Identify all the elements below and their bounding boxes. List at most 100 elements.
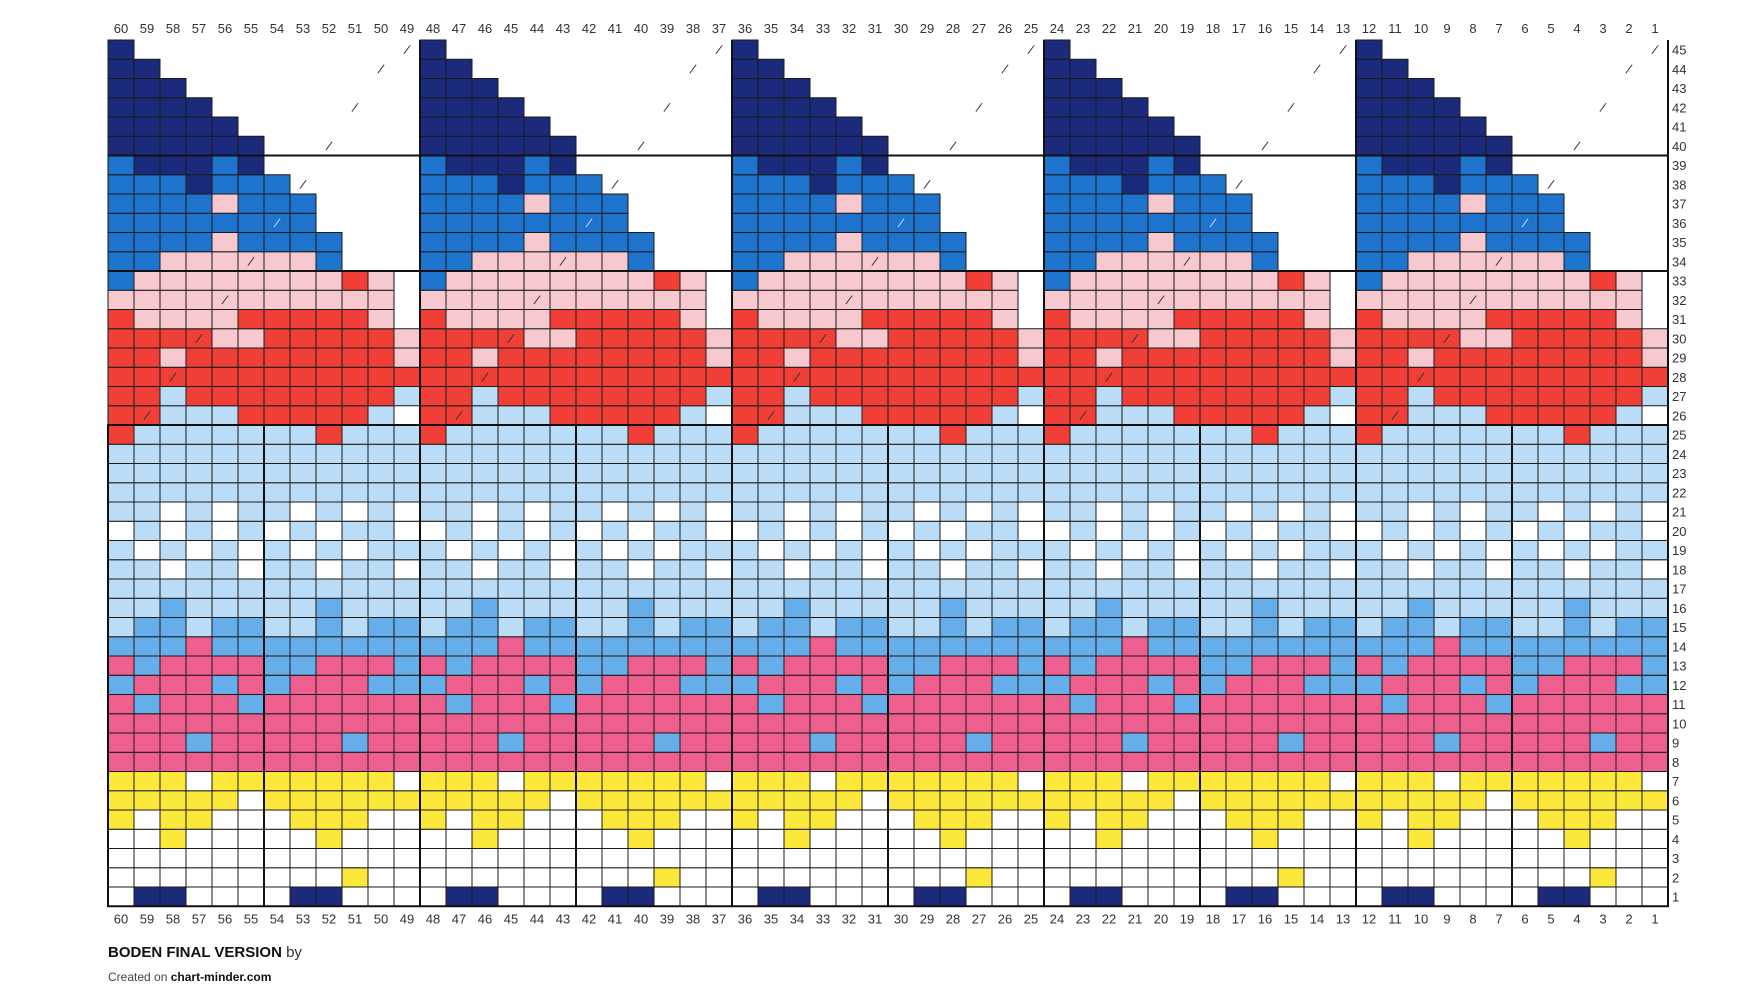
stitch-cell <box>809 771 837 792</box>
stitch-cell <box>1069 251 1097 272</box>
column-number: 58 <box>166 911 180 926</box>
stitch-cell <box>1641 886 1669 907</box>
row-number: 44 <box>1672 62 1686 77</box>
stitch-cell <box>107 790 135 811</box>
stitch-cell <box>1381 289 1409 310</box>
stitch-cell <box>575 617 603 638</box>
stitch-cell <box>653 751 681 772</box>
stitch-cell <box>133 366 161 387</box>
stitch-cell <box>679 732 707 753</box>
stitch-cell <box>1069 694 1097 715</box>
stitch-cell <box>939 289 967 310</box>
stitch-cell <box>1355 443 1383 464</box>
stitch-cell <box>445 116 473 137</box>
column-number: 31 <box>868 911 882 926</box>
stitch-cell <box>1121 424 1149 445</box>
column-number: 13 <box>1336 911 1350 926</box>
stitch-cell <box>1199 463 1227 484</box>
stitch-cell <box>263 790 291 811</box>
stitch-cell <box>1329 655 1357 676</box>
stitch-cell <box>1147 520 1175 541</box>
stitch-cell <box>1173 135 1201 156</box>
stitch-cell <box>1043 809 1071 830</box>
stitch-cell <box>1511 482 1539 503</box>
stitch-cell <box>133 501 161 522</box>
stitch-cell <box>1095 501 1123 522</box>
stitch-cell <box>419 482 447 503</box>
stitch-cell <box>1069 617 1097 638</box>
stitch-cell <box>185 501 213 522</box>
stitch-cell <box>159 328 187 349</box>
stitch-cell <box>237 386 265 407</box>
stitch-cell <box>1329 597 1357 618</box>
stitch-cell <box>913 482 941 503</box>
stitch-cell <box>1095 848 1123 869</box>
stitch-cell <box>445 193 473 214</box>
stitch-cell <box>1485 713 1513 734</box>
stitch-cell <box>1017 424 1045 445</box>
stitch-cell <box>1277 559 1305 580</box>
decrease-mark <box>1235 179 1243 189</box>
stitch-cell <box>1511 328 1539 349</box>
stitch-cell <box>549 347 577 368</box>
stitch-cell <box>1173 347 1201 368</box>
stitch-cell <box>1329 694 1357 715</box>
stitch-cell <box>1329 424 1357 445</box>
stitch-cell <box>1095 443 1123 464</box>
stitch-cell <box>705 771 733 792</box>
stitch-cell <box>1095 540 1123 561</box>
stitch-cell <box>419 232 447 253</box>
stitch-cell <box>1147 501 1175 522</box>
column-number: 52 <box>322 911 336 926</box>
stitch-cell <box>575 193 603 214</box>
stitch-cell <box>861 867 889 888</box>
stitch-cell <box>211 463 239 484</box>
stitch-cell <box>263 424 291 445</box>
stitch-cell <box>1069 751 1097 772</box>
column-number: 51 <box>348 21 362 36</box>
stitch-cell <box>1069 809 1097 830</box>
stitch-cell <box>445 886 473 907</box>
stitch-cell <box>185 347 213 368</box>
decrease-mark <box>247 256 255 266</box>
stitch-cell <box>1277 694 1305 715</box>
decrease-mark <box>1391 410 1399 420</box>
stitch-cell <box>393 463 421 484</box>
stitch-cell <box>1121 97 1149 118</box>
stitch-cell <box>237 347 265 368</box>
stitch-cell <box>627 405 655 426</box>
column-number: 11 <box>1388 21 1402 36</box>
stitch-cell <box>1355 809 1383 830</box>
stitch-cell <box>575 886 603 907</box>
stitch-cell <box>159 212 187 233</box>
stitch-cell <box>445 867 473 888</box>
stitch-cell <box>601 713 629 734</box>
stitch-cell <box>705 867 733 888</box>
stitch-cell <box>549 732 577 753</box>
stitch-cell <box>1329 463 1357 484</box>
stitch-cell <box>445 135 473 156</box>
stitch-cell <box>1095 135 1123 156</box>
stitch-cell <box>523 886 551 907</box>
stitch-cell <box>1225 597 1253 618</box>
stitch-cell <box>1121 674 1149 695</box>
stitch-cell <box>1537 386 1565 407</box>
stitch-cell <box>1069 520 1097 541</box>
stitch-cell <box>601 232 629 253</box>
stitch-cell <box>861 193 889 214</box>
stitch-cell <box>1043 328 1071 349</box>
stitch-cell <box>575 655 603 676</box>
stitch-cell <box>1147 540 1175 561</box>
stitch-cell <box>1303 501 1331 522</box>
stitch-cell <box>393 790 421 811</box>
stitch-cell <box>783 732 811 753</box>
stitch-cell <box>1589 751 1617 772</box>
stitch-cell <box>991 790 1019 811</box>
stitch-cell <box>549 828 577 849</box>
stitch-cell <box>1017 655 1045 676</box>
stitch-cell <box>679 751 707 772</box>
column-number: 55 <box>244 911 258 926</box>
stitch-cell <box>887 848 915 869</box>
stitch-cell <box>497 366 525 387</box>
stitch-cell <box>1381 366 1409 387</box>
